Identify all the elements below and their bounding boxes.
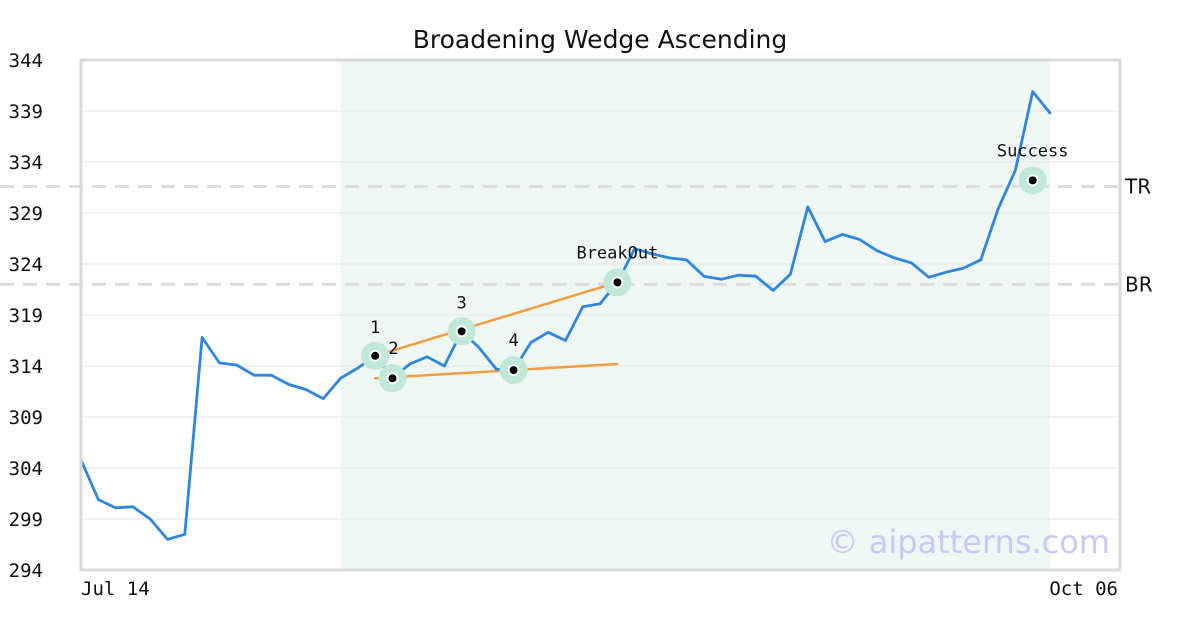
y-tick-label: 319 [9,305,43,327]
chart-title: Broadening Wedge Ascending [413,25,788,54]
x-tick-label: Jul 14 [81,578,150,600]
pattern-point [386,372,399,385]
trend-line [373,362,619,380]
y-tick-label: 324 [9,254,43,276]
y-tick-label: 294 [9,560,43,582]
pattern-point [611,276,624,289]
pattern-point [455,325,468,338]
pattern-point-label: BreakOut [576,243,658,263]
pattern-point-label: 1 [370,318,380,338]
pattern-point-label: 2 [388,339,398,359]
trend-lines [373,281,619,380]
reference-label: TR [1124,174,1151,198]
y-tick-label: 329 [9,203,43,225]
y-tick-label: 314 [9,356,43,378]
y-tick-label: 304 [9,458,43,480]
pattern-point [1026,174,1039,187]
pattern-point-label: 3 [457,293,467,313]
y-tick-label: 344 [9,50,43,72]
series-layer [79,90,1052,541]
y-tick-label: 334 [9,152,43,174]
y-tick-label: 309 [9,407,43,429]
pattern-point-label: Success [997,141,1069,161]
y-tick-label: 299 [9,509,43,531]
reference-lines: TR BR [0,174,1153,296]
pattern-point-label: 4 [508,331,518,351]
y-tick-label: 339 [9,101,43,123]
pattern-point [507,364,520,377]
plot-frame [79,58,1122,572]
watermark: © aipatterns.com [827,523,1110,561]
plot-border [79,58,1122,572]
pattern-point [369,349,382,362]
reference-label: BR [1125,272,1153,296]
price-line [79,90,1052,541]
trend-line [373,281,619,358]
pattern-points: 12 3 4 BreakOut Success [361,141,1069,393]
x-tick-label: Oct 06 [1049,578,1118,600]
